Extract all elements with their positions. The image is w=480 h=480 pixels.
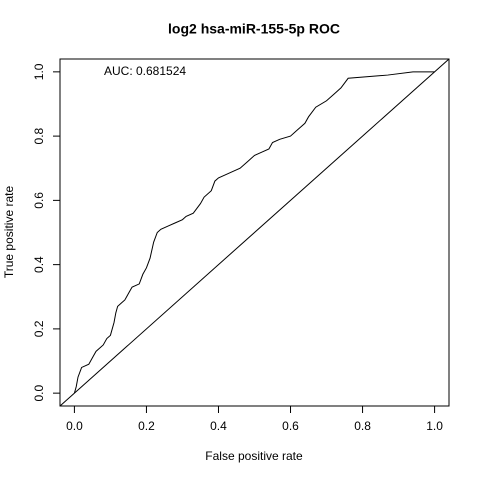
- auc-annotation: AUC: 0.681524: [104, 64, 186, 78]
- x-tick-label: 1.0: [426, 419, 443, 433]
- x-axis-label: False positive rate: [205, 449, 303, 463]
- plot-frame: [59, 58, 450, 407]
- y-tick-label: 0.6: [32, 192, 46, 209]
- y-tick-label: 0.8: [32, 127, 46, 144]
- x-tick-label: 0.0: [66, 419, 83, 433]
- diagonal-reference: [59, 58, 450, 407]
- y-tick-label: 0.4: [32, 256, 46, 273]
- roc-curve: [73, 71, 435, 394]
- x-tick-label: 0.6: [282, 419, 299, 433]
- chart-title: log2 hsa-miR-155-5p ROC: [168, 21, 340, 37]
- y-axis-label: True positive rate: [2, 186, 16, 279]
- y-tick-label: 0.0: [32, 384, 46, 401]
- y-tick-label: 0.2: [32, 320, 46, 337]
- y-tick-label: 1.0: [32, 63, 46, 80]
- x-tick-label: 0.8: [354, 419, 371, 433]
- x-tick-label: 0.4: [210, 419, 227, 433]
- x-tick-label: 0.2: [138, 419, 155, 433]
